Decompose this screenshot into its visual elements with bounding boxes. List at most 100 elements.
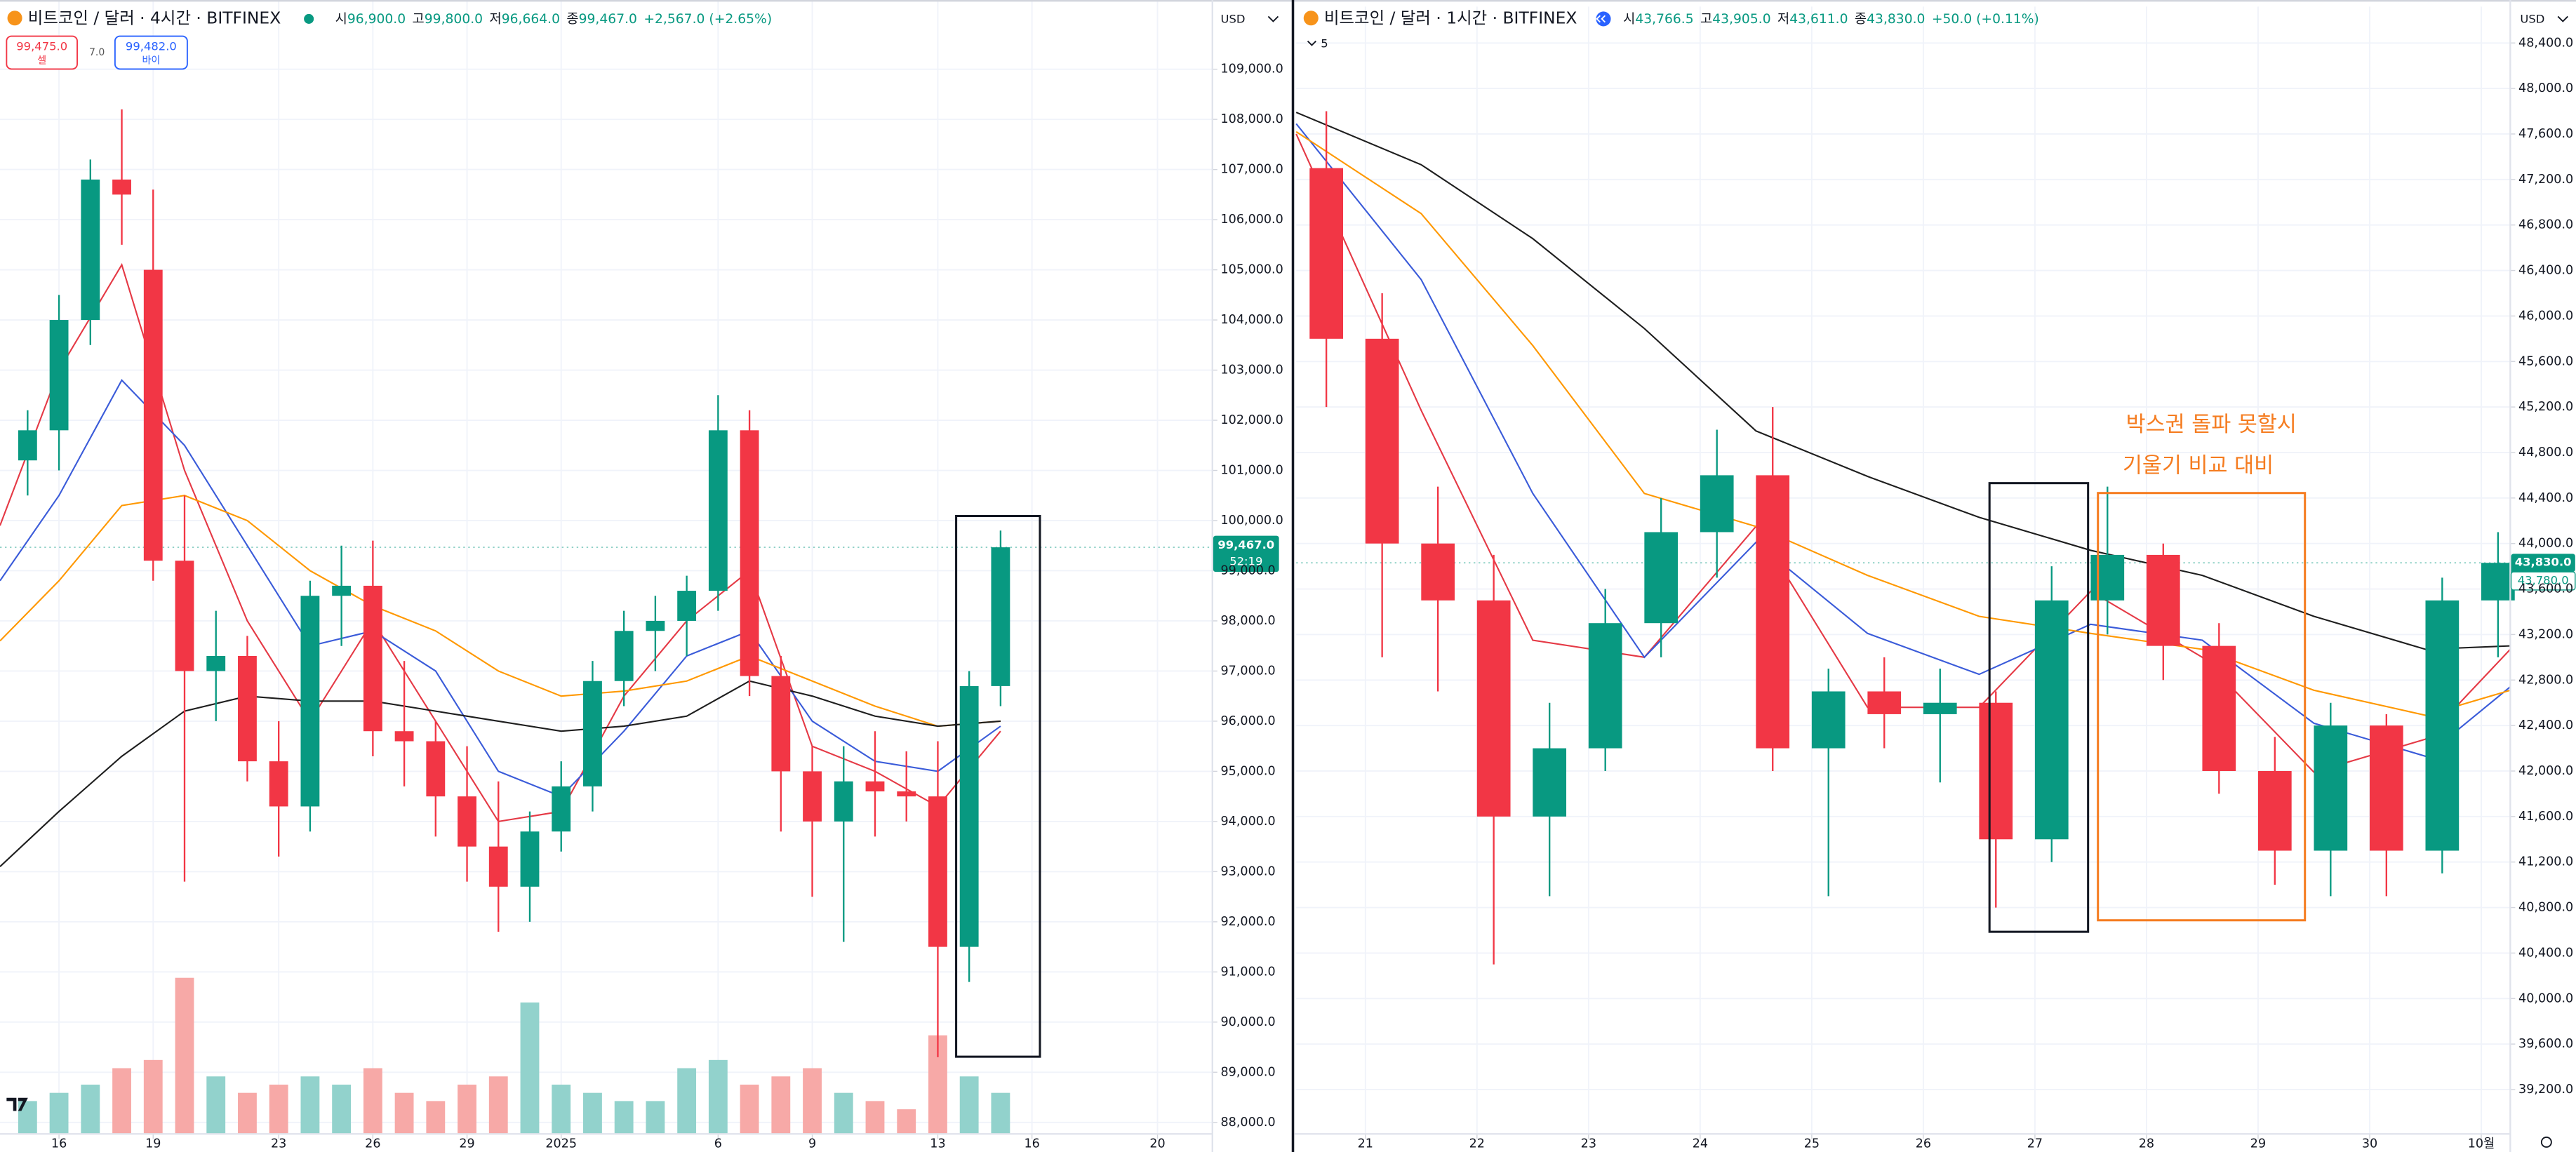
- x-tick-label: 2025: [545, 1137, 577, 1151]
- box-drawing[interactable]: [2097, 492, 2307, 922]
- candle-body: [677, 591, 697, 621]
- x-tick-label: 21: [1358, 1137, 1373, 1151]
- candle-body: [1700, 475, 1734, 533]
- y-tick-label: 45,200.0: [2518, 400, 2573, 414]
- candle-body: [2146, 554, 2180, 646]
- candle-body: [928, 796, 947, 947]
- candle-body: [803, 771, 822, 822]
- volume-bar: [834, 1092, 853, 1134]
- price-tag: [2511, 554, 2575, 572]
- y-tick-label: 105,000.0: [1221, 263, 1283, 277]
- y-tick-label: 103,000.0: [1221, 363, 1283, 377]
- candle-body: [238, 655, 257, 762]
- box-drawing[interactable]: [1988, 482, 2090, 933]
- candle-body: [300, 596, 320, 807]
- volume-bar: [238, 1092, 257, 1134]
- y-tick-label: 47,200.0: [2518, 173, 2573, 187]
- currency-chevron: [2557, 15, 2568, 22]
- ohlc-label: 저: [1777, 11, 1789, 26]
- box-drawing[interactable]: [955, 514, 1041, 1058]
- indicator-toggle[interactable]: [1307, 40, 1316, 46]
- price-tag-value: 99,467.0: [1217, 538, 1274, 551]
- y-tick-label: 108,000.0: [1221, 112, 1283, 126]
- ohlc-label: 고: [1700, 11, 1712, 26]
- ohlc-change: +2,567.0 (+2.65%): [643, 11, 772, 26]
- sell-button[interactable]: [6, 35, 78, 70]
- y-tick-label: 102,000.0: [1221, 413, 1283, 427]
- y-tick-label: 40,800.0: [2518, 901, 2573, 915]
- volume-bar: [646, 1101, 665, 1134]
- candle-body: [1365, 338, 1399, 544]
- ohlc-value: 43,766.5: [1635, 11, 1693, 26]
- ohlc-label: 시: [1623, 11, 1635, 26]
- y-tick-label: 94,000.0: [1221, 815, 1276, 829]
- candle-body: [458, 796, 476, 847]
- x-tick-label: 9: [808, 1137, 816, 1151]
- symbol-title[interactable]: 비트코인 / 달러 · 4시간 · BITFINEX: [28, 8, 281, 27]
- moving-average: [0, 379, 1001, 798]
- ohlc-value: 96,900.0: [347, 11, 406, 26]
- candle-body: [2202, 645, 2236, 771]
- candle-body: [175, 561, 194, 671]
- x-tick-label: 23: [271, 1137, 286, 1151]
- candle-body: [1979, 702, 2013, 840]
- currency-label[interactable]: USD: [2520, 13, 2544, 26]
- candle-body: [959, 685, 979, 947]
- ohlc-label: 종: [1855, 11, 1867, 26]
- ohlc-value: 96,664.0: [502, 11, 560, 26]
- replay-icon[interactable]: [1596, 11, 1611, 27]
- price-tag: [1213, 535, 1279, 572]
- candle-body: [1533, 748, 1567, 817]
- y-tick-label: 41,200.0: [2518, 855, 2573, 869]
- x-tick-label: 13: [930, 1137, 945, 1151]
- price-tag-countdown: 52:19: [1229, 555, 1262, 568]
- candle-body: [1756, 475, 1790, 749]
- y-tick-label: 44,800.0: [2518, 446, 2573, 460]
- y-tick-label: 106,000.0: [1221, 213, 1283, 227]
- settings-icon[interactable]: [2540, 1136, 2552, 1148]
- symbol-title[interactable]: 비트코인 / 달러 · 1시간 · BITFINEX: [1324, 8, 1577, 27]
- currency-label[interactable]: USD: [1221, 13, 1246, 26]
- buy-button[interactable]: [114, 35, 188, 70]
- x-tick-label: 10월: [2468, 1137, 2495, 1151]
- volume-bar: [81, 1084, 100, 1134]
- price-tag-value: 43,780.0: [2518, 574, 2569, 587]
- candle-body: [1309, 168, 1343, 339]
- candle-body: [2481, 563, 2515, 601]
- candle-body: [394, 731, 414, 742]
- buy-label: 바이: [142, 55, 160, 67]
- y-tick-label: 46,000.0: [2518, 309, 2573, 323]
- annotation[interactable]: 박스권 돌파 못할시: [2126, 413, 2297, 437]
- indicator-count[interactable]: 5: [1321, 37, 1328, 51]
- y-tick-label: 95,000.0: [1221, 764, 1276, 778]
- y-tick-label: 39,200.0: [2518, 1083, 2573, 1097]
- volume-bar: [959, 1076, 979, 1134]
- candle-body: [332, 585, 352, 596]
- y-tick-label: 45,600.0: [2518, 354, 2573, 368]
- candle-body: [865, 781, 885, 792]
- y-tick-label: 48,400.0: [2518, 36, 2573, 50]
- volume-bar: [991, 1092, 1010, 1134]
- y-tick-label: 42,000.0: [2518, 764, 2573, 778]
- x-tick-label: 16: [1024, 1137, 1039, 1151]
- annotation[interactable]: 기울기 비교 대비: [2123, 454, 2274, 478]
- ohlc-readout: 시43,766.5 고43,905.0 저43,611.0 종43,830.0 +50.…: [1623, 11, 2039, 26]
- y-tick-label: 109,000.0: [1221, 62, 1283, 76]
- volume-bar: [458, 1084, 476, 1134]
- tv-logo[interactable]: [6, 1097, 28, 1111]
- candle-body: [1476, 600, 1511, 817]
- x-tick-label: 16: [51, 1137, 67, 1151]
- coin-icon: [1303, 11, 1319, 26]
- x-tick-label: 28: [2139, 1137, 2154, 1151]
- ohlc-value: 43,905.0: [1712, 11, 1770, 26]
- candle-body: [81, 179, 100, 321]
- volume-bar: [740, 1084, 759, 1134]
- candle-body: [1867, 691, 1902, 714]
- market-status: [304, 13, 314, 24]
- candle-body: [614, 631, 634, 681]
- moving-average: [1295, 130, 2511, 716]
- y-tick-label: 40,000.0: [2518, 991, 2573, 1005]
- volume-bar: [363, 1068, 382, 1134]
- volume-bar: [332, 1084, 352, 1134]
